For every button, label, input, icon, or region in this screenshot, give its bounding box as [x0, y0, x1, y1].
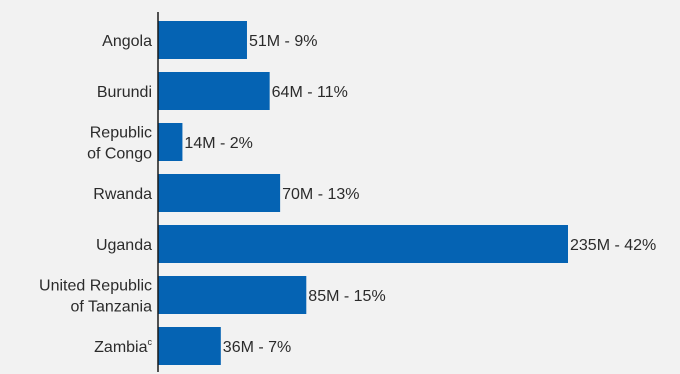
category-label: Republic: [90, 125, 152, 142]
category-label: Rwanda: [93, 186, 152, 203]
bar: [158, 123, 183, 161]
category-label: of Tanzania: [70, 299, 152, 316]
data-label: 51M - 9%: [249, 33, 317, 50]
data-labels: 51M - 9% 64M - 11% 14M - 2% 70M - 13% 235M -…: [184, 33, 656, 356]
category-label: of Congo: [87, 146, 152, 163]
bar-group: [158, 21, 568, 365]
category-label: Zambiac: [94, 337, 152, 356]
bar: [158, 225, 568, 263]
category-labels: Angola Burundi Republic of Congo Rwanda Ugand…: [39, 33, 152, 356]
data-label: 36M - 7%: [223, 339, 291, 356]
bar: [158, 174, 281, 212]
data-label: 85M - 15%: [308, 288, 385, 305]
data-label: 70M - 13%: [282, 186, 359, 203]
bar: [158, 21, 247, 59]
bar: [158, 72, 270, 110]
category-label: United Republic: [39, 278, 152, 295]
data-label: 14M - 2%: [184, 135, 252, 152]
data-label: 235M - 42%: [570, 237, 656, 254]
bar: [158, 276, 307, 314]
category-label: Angola: [102, 33, 152, 50]
data-label: 64M - 11%: [272, 84, 348, 101]
category-label: Uganda: [96, 237, 152, 254]
bar: [158, 327, 221, 365]
category-label: Burundi: [97, 84, 152, 101]
